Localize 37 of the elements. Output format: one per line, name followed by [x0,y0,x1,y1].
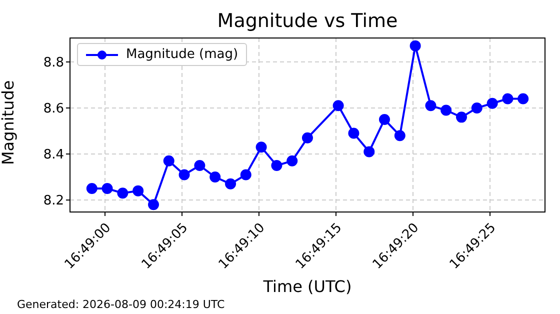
point [378,114,390,125]
y-tick-label: 8.6 [43,102,64,117]
point [256,142,267,153]
point [486,98,498,109]
point [132,185,144,196]
y-tick-label: 8.4 [43,148,64,163]
text: Generated: 2026-08-09 00:24:19 UTC [17,298,225,311]
point [86,183,98,194]
point [425,100,436,112]
chart-title: Magnitude vs Time [216,10,399,32]
point [210,172,221,183]
point [518,93,529,104]
point [332,100,344,112]
point [286,155,298,166]
point [394,130,406,142]
point [440,104,452,116]
point [117,188,128,199]
y-axis-title: Magnitude [0,80,18,165]
y-tick-label: 8.8 [43,56,64,71]
point [471,102,482,114]
point [102,183,113,194]
point [178,169,190,180]
point [364,146,375,158]
legend-label: Magnitude (mag) [126,47,238,62]
point [225,178,236,190]
point [271,160,282,172]
x-axis-title: Time (UTC) [262,277,352,296]
point [410,40,421,52]
point [348,128,360,139]
point [240,169,252,180]
y-tick-label: 8.2 [43,194,64,209]
point [148,199,159,210]
point [194,160,206,172]
point [302,132,313,144]
point [502,93,514,104]
point [456,112,467,123]
point [163,155,174,166]
